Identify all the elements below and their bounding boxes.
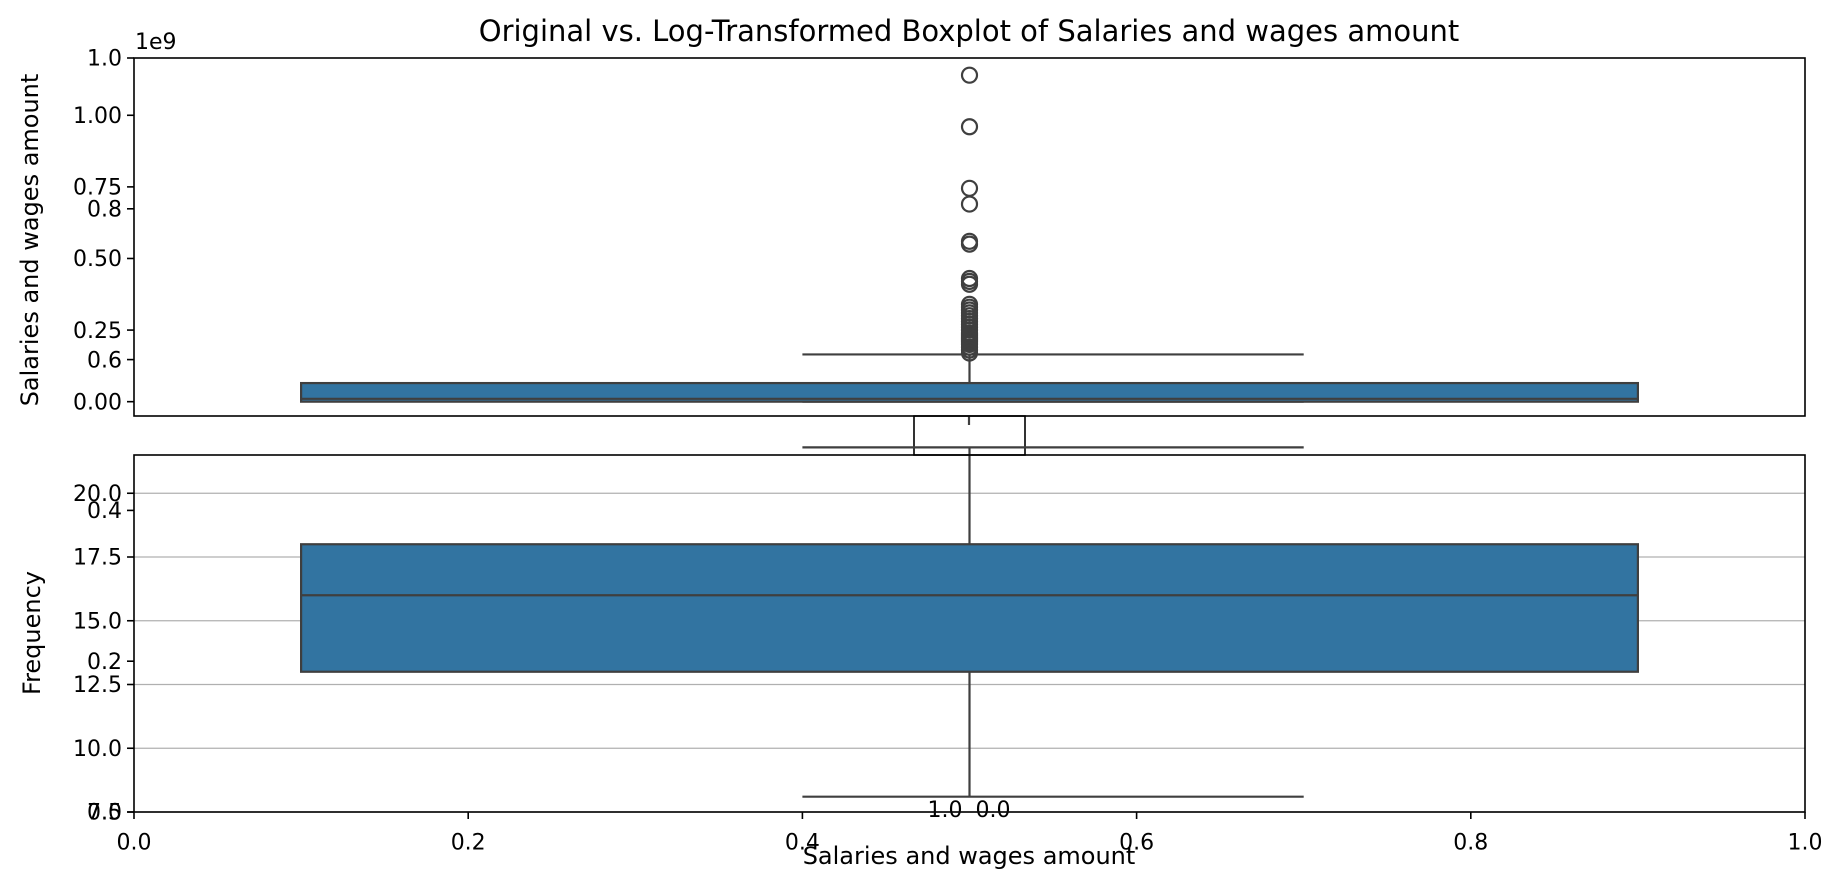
inset-x-tick-label: 0.0 <box>976 798 1011 823</box>
panel-frame-bottom <box>133 454 1806 813</box>
outer-x-tick-label: 1.0 <box>1788 831 1823 856</box>
y-tick-label: 15.0 <box>73 609 122 634</box>
y-tick-label: 10.0 <box>73 737 122 762</box>
outer-y-tick-label: 0.8 <box>87 198 122 223</box>
outlier-point <box>960 275 979 293</box>
y-tick-label: 0.50 <box>73 247 122 272</box>
panel-frame-top <box>133 57 1806 417</box>
top-boxplot-layer: 0.00 0.25 0.50 0.75 1.00 <box>73 57 1806 417</box>
outer-y-tick-label: 1.0 <box>87 47 122 72</box>
inset-x-tick-label: 1.0 <box>928 798 963 823</box>
outer-x-tick-label: 0.0 <box>117 831 152 856</box>
x-axis-label: Salaries and wages amount <box>803 842 1136 870</box>
chart-title: Original vs. Log-Transformed Boxplot of … <box>479 14 1460 48</box>
outlier-point <box>960 118 979 136</box>
outer-axes-layer: 0.0 0.2 0.4 0.6 0.8 1.0 0.0 0.2 0.4 0.6 0.8 1.0 <box>87 47 1823 856</box>
y-tick-label: 7.5 <box>87 801 122 826</box>
outer-y-tick-label: 0.0 <box>87 801 122 826</box>
inset-axes-layer: 1.0 0.0 <box>913 415 1026 823</box>
top-offset-text: 1e9 <box>135 30 177 55</box>
y-tick-label: 1.00 <box>73 104 122 129</box>
y-tick-label: 0.00 <box>73 390 122 415</box>
outer-y-tick-label: 0.2 <box>87 650 122 675</box>
outlier-point <box>960 66 979 84</box>
y-tick-label: 20.0 <box>73 482 122 507</box>
outlier-point <box>960 235 979 253</box>
outer-y-tick-label: 0.4 <box>87 499 122 524</box>
outer-y-tick-label: 0.6 <box>87 348 122 373</box>
iqr-box <box>300 381 1640 403</box>
top-y-axis-label: Salaries and wages amount <box>16 74 44 407</box>
outer-x-tick-label: 0.6 <box>1119 831 1154 856</box>
outer-x-tick-label: 0.2 <box>451 831 486 856</box>
bottom-y-axis-label: Frequency <box>18 571 46 695</box>
y-tick-label: 0.25 <box>73 319 122 344</box>
bottom-boxplot-layer: 7.5 10.0 12.5 15.0 17.5 20.0 <box>73 446 1806 826</box>
y-tick-label: 12.5 <box>73 673 122 698</box>
outer-x-tick-label: 0.8 <box>1453 831 1488 856</box>
outlier-point <box>960 195 979 213</box>
outer-x-tick-label: 0.4 <box>785 831 820 856</box>
y-tick-label: 17.5 <box>73 546 122 571</box>
y-tick-label: 0.75 <box>73 176 122 201</box>
iqr-box <box>300 543 1640 673</box>
outlier-point <box>960 344 979 362</box>
